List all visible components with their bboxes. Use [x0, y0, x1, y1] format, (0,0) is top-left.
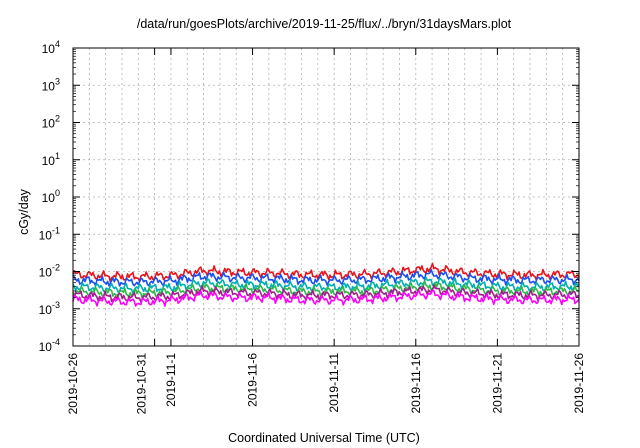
- x-tick-label: 2019-11-26: [572, 353, 586, 414]
- grid-lines: [73, 48, 579, 346]
- series-line: [72, 289, 580, 307]
- series-line: [72, 262, 580, 283]
- series-line: [72, 268, 580, 287]
- x-tick-label: 2019-11-1: [164, 353, 178, 407]
- y-tick-label: 10-2: [39, 263, 60, 280]
- chart-title: /data/run/goesPlots/archive/2019-11-25/f…: [137, 17, 512, 31]
- x-tick-label: 2019-11-16: [409, 353, 423, 414]
- y-tick-label: 100: [42, 188, 60, 205]
- x-tick-label: 2019-10-26: [66, 353, 80, 415]
- y-axis-label: cGy/day: [17, 188, 31, 235]
- x-tick-label: 2019-11-21: [490, 353, 504, 414]
- y-tick-label: 102: [42, 114, 60, 131]
- series-layer: [72, 262, 580, 307]
- y-tick-label: 104: [42, 39, 60, 56]
- y-axis-ticks: 10-4 10-3 10-2 10-1 100 101 102 103 104: [39, 39, 579, 354]
- x-tick-label: 2019-11-11: [327, 353, 341, 413]
- x-tick-label: 2019-11-6: [246, 353, 260, 407]
- x-axis-ticks: 2019-10-26 2019-10-31 2019-11-1 2019-11-6 20…: [66, 48, 586, 414]
- y-tick-label: 10-1: [39, 225, 60, 242]
- y-tick-label: 103: [42, 76, 60, 93]
- x-tick-label: 2019-10-31: [135, 353, 149, 415]
- y-tick-label: 101: [42, 151, 60, 168]
- x-axis-label: Coordinated Universal Time (UTC): [228, 431, 420, 445]
- y-tick-label: 10-3: [39, 300, 60, 317]
- y-tick-label: 10-4: [39, 337, 60, 354]
